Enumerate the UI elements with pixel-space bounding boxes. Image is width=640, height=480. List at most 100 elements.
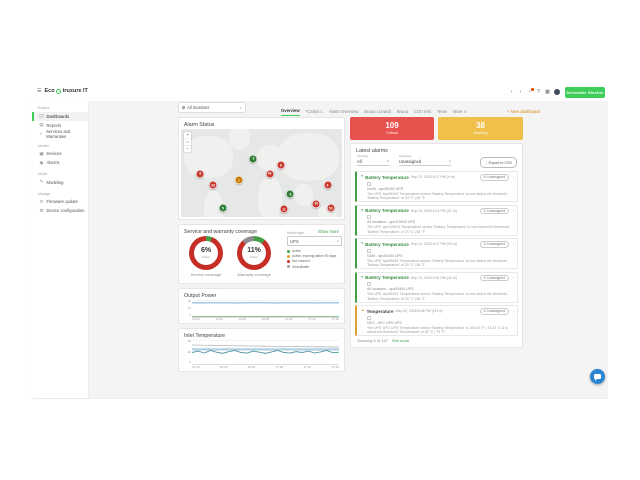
service-coverage-caption: Service coverage [190, 272, 222, 277]
dashboard-tab[interactable]: Overview [281, 108, 300, 116]
ecostruxure-o-icon [56, 88, 62, 94]
user-avatar[interactable] [554, 89, 560, 95]
map-alarm-pin[interactable]: 33 [208, 180, 218, 190]
map-alarm-pin[interactable]: 4 [323, 180, 332, 190]
sidebar-item[interactable]: ✓ Services and Warranties [32, 129, 88, 139]
x-axis-tick: 16:40 [238, 317, 246, 321]
alarm-item-header: ▲ Temperature May 22, 2018 8:06 PM (114 … [361, 308, 514, 315]
sidebar-item[interactable]: ✎ Modeling [32, 178, 88, 187]
x-axis-tick: 17:00 [284, 317, 293, 321]
assignee-pill[interactable]: ⊙ Unassigned [479, 308, 509, 315]
map-alarm-pin[interactable]: 3 [248, 154, 258, 164]
dashboard-tab[interactable]: COV test [413, 109, 431, 114]
location-filter-select[interactable]: All locations ∨ [178, 102, 246, 113]
map-alarm-pin[interactable]: 6 [195, 169, 205, 179]
chevron-down-icon: ∨ [239, 105, 242, 110]
sidebar-item-label: Modeling [46, 179, 64, 185]
dashboard-tab[interactable]: More ∨ [452, 109, 467, 114]
alarm-expand-icon[interactable]: › [512, 308, 514, 314]
showing-count: Showing 5 of 147 [357, 338, 388, 343]
map-alarm-pin[interactable]: 5 [218, 203, 228, 213]
latest-alarms-card: Latest alarms Severity All ∨ Assignee Un… [350, 143, 523, 348]
alarm-timestamp: May 22, 2018 8:06 PM (114 d) [395, 309, 443, 314]
show-more-link[interactable]: Show more [317, 229, 339, 234]
alarm-expand-icon[interactable]: › [512, 174, 514, 180]
see-more-link[interactable]: See more [391, 338, 410, 343]
assignee-pill[interactable]: ⊙ Unassigned [479, 174, 509, 181]
dashboard-tab[interactable]: Alarm Overview [328, 109, 359, 114]
alarm-expand-icon[interactable]: › [512, 275, 514, 281]
location-pin-icon [181, 105, 186, 110]
map-alarm-pin[interactable]: 43 [265, 169, 275, 179]
x-axis-tick: 16:20 [192, 317, 200, 321]
alarm-timestamp: Sep 13, 2018 6:27 PM (9 m) [410, 175, 455, 180]
map-alarm-pin[interactable]: 8 [285, 189, 295, 199]
map-alarm-pin[interactable]: 1 [234, 175, 244, 185]
sidebar-item-label: Dashboards [46, 113, 70, 119]
zoom-in-button[interactable]: + [184, 132, 191, 139]
sidebar-item[interactable]: ◫ Dashboards [32, 111, 88, 121]
dashboard-tab[interactable]: Bruna [396, 109, 408, 114]
sidebar-item[interactable]: ⚙ Device configuration [32, 206, 88, 215]
inlet-temperature-plot [192, 340, 339, 365]
alarm-title[interactable]: Battery Temperature [365, 241, 409, 247]
alarm-title[interactable]: Battery Temperature [365, 174, 409, 180]
back-icon[interactable]: ‹ [510, 89, 513, 95]
sidebar-item-label: Devices [46, 151, 62, 156]
chat-fab-button[interactable] [590, 369, 605, 384]
alarm-title[interactable]: Battery Temperature [365, 275, 409, 281]
map-alarm-pin[interactable]: 11 [279, 204, 289, 214]
y-axis-tick: 2k [187, 299, 191, 303]
sidebar-item-icon: ◫ [39, 113, 44, 118]
zoom-home-button[interactable]: ⌂ [184, 139, 191, 146]
hamburger-menu-icon[interactable]: ☰ [37, 88, 42, 94]
map-alarm-pin[interactable]: 53 [326, 203, 336, 213]
alarm-list-item[interactable]: ● Battery Temperature Sep 13, 2018 5:54 … [355, 271, 518, 303]
map-alarm-pin[interactable]: 30 [311, 199, 321, 209]
warranty-coverage-caption: Warranty coverage [237, 272, 271, 277]
alarm-severity-icon: ▲ [361, 308, 365, 313]
legend-dot-icon [287, 249, 290, 253]
warning-alarms-card[interactable]: 38 Warning [438, 117, 523, 140]
zoom-out-button[interactable]: − [186, 146, 189, 151]
alarm-severity-icon: ● [361, 174, 364, 179]
sidebar-section: Monitor ▣ Devices ◉ Alarms [32, 144, 88, 168]
new-dashboard-button[interactable]: + New dashboard [507, 109, 540, 114]
export-csv-button[interactable]: ↓ Export to CSV [480, 157, 517, 168]
alarm-list-item[interactable]: ▲ Temperature May 22, 2018 8:06 PM (114 … [355, 305, 518, 336]
assignee-pill[interactable]: ⊙ Unassigned [479, 274, 509, 281]
sidebar-section: Manage ⟳ Firmware update ⚙ Device config… [32, 192, 88, 216]
device-type-select[interactable]: UPS ∨ [287, 236, 342, 246]
assignee-pill[interactable]: ⊙ Unassigned [479, 241, 509, 248]
sidebar-item[interactable]: ▤ Reports [32, 121, 88, 130]
legend-label: Active, expiring within 90 days [292, 254, 337, 259]
dashboard-tab[interactable]: Teste [436, 109, 447, 114]
assignee-filter-value: Unassigned [399, 159, 422, 164]
alarm-list-item[interactable]: ● Battery Temperature Sep 13, 2018 6:27 … [355, 171, 518, 202]
assignee-pill[interactable]: ⊙ Unassigned [479, 207, 509, 214]
alarm-list-item[interactable]: ● Battery Temperature Sep 13, 2018 6:14 … [355, 204, 518, 236]
world-map[interactable]: + ⌂ − 3 6 33 1 9 43 8 4 30 53 11 5 [181, 129, 342, 217]
map-land [277, 132, 339, 181]
notifications-bell-icon[interactable]: ◔ [527, 88, 534, 95]
severity-filter[interactable]: Severity All ∨ [357, 154, 389, 166]
dashboard-tab[interactable]: Bruna Lunardi [364, 109, 391, 114]
alarm-description: The UPS 'apc53494' Temperature sensor 'B… [367, 292, 508, 301]
critical-alarms-card[interactable]: 109 Critical [350, 117, 434, 140]
alarm-title[interactable]: Temperature [366, 308, 394, 314]
assignee-filter[interactable]: Assignee Unassigned ∨ [399, 154, 451, 166]
sidebar-item[interactable]: ◉ Alarms [32, 158, 88, 167]
alarm-expand-icon[interactable]: › [512, 241, 514, 247]
alarm-title[interactable]: Battery Temperature [365, 208, 409, 214]
forward-icon[interactable]: › [519, 89, 522, 95]
sidebar-item[interactable]: ▣ Devices [32, 149, 88, 158]
alarm-expand-icon[interactable]: › [512, 208, 514, 214]
top-bar: ☰ Eco truxure IT ‹ › ◔ ? ▦ Schneider Ele… [32, 84, 608, 101]
sidebar-item[interactable]: ⟳ Firmware update [32, 197, 88, 206]
map-alarm-pin[interactable]: 9 [276, 160, 286, 170]
help-icon[interactable]: ? [537, 89, 540, 95]
alarm-list-item[interactable]: ● Battery Temperature Sep 13, 2018 6:07 … [355, 238, 518, 269]
apps-grid-icon[interactable]: ▦ [545, 89, 550, 95]
dashboard-tab[interactable]: *Carlos L [305, 109, 323, 114]
alarm-device: All locations - apc53494 UPS [367, 287, 414, 291]
